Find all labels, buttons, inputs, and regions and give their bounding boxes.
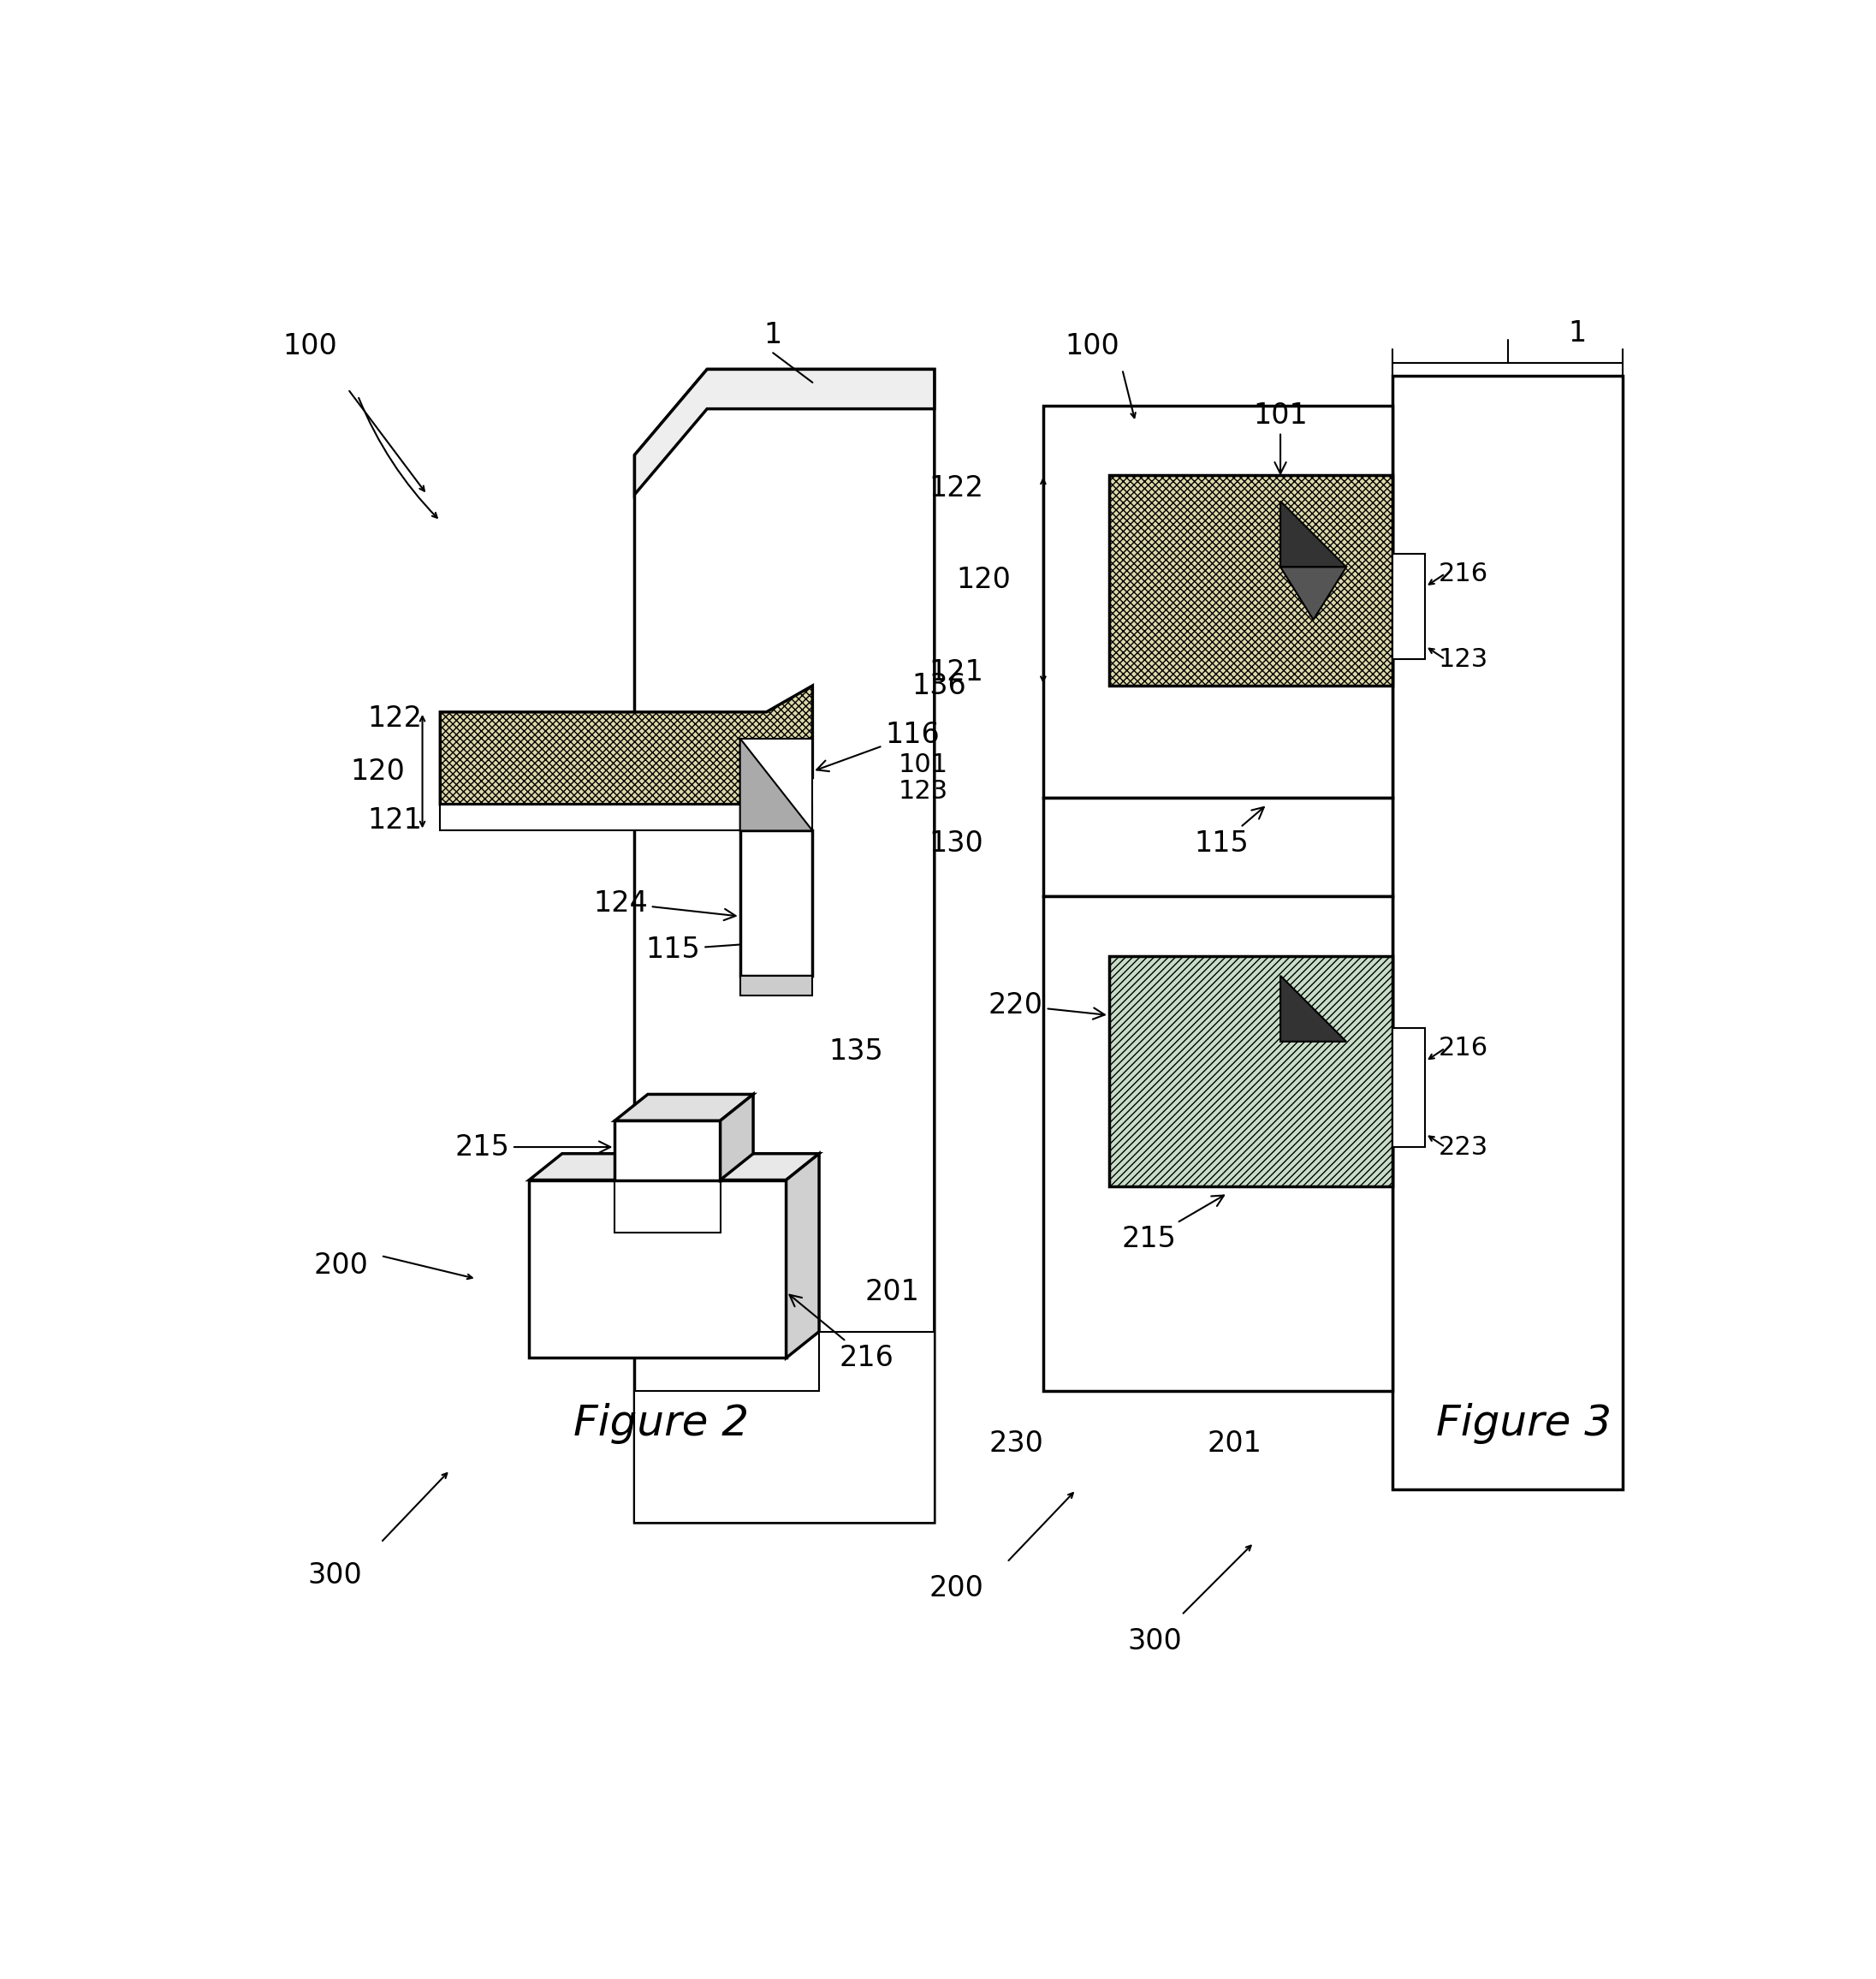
Text: 136: 136 bbox=[912, 671, 966, 701]
Text: 101: 101 bbox=[899, 752, 947, 778]
Text: 101: 101 bbox=[1253, 402, 1308, 473]
Polygon shape bbox=[634, 370, 934, 495]
Text: 123: 123 bbox=[1439, 647, 1488, 671]
Text: 230: 230 bbox=[989, 1429, 1043, 1459]
Polygon shape bbox=[529, 1154, 820, 1179]
Text: 1: 1 bbox=[764, 321, 782, 348]
Polygon shape bbox=[441, 685, 812, 803]
Text: Figure 2: Figure 2 bbox=[574, 1403, 749, 1445]
Text: 120: 120 bbox=[957, 566, 1011, 594]
Text: 100: 100 bbox=[283, 332, 338, 360]
Polygon shape bbox=[441, 803, 812, 831]
Polygon shape bbox=[1392, 376, 1623, 1490]
Text: 115: 115 bbox=[1193, 807, 1264, 859]
Polygon shape bbox=[529, 1179, 786, 1358]
Text: 121: 121 bbox=[929, 659, 983, 687]
Polygon shape bbox=[1043, 798, 1392, 896]
Polygon shape bbox=[1392, 1029, 1426, 1148]
Polygon shape bbox=[1281, 976, 1347, 1041]
Text: 215: 215 bbox=[454, 1132, 610, 1162]
Text: 122: 122 bbox=[368, 705, 422, 732]
Polygon shape bbox=[739, 831, 812, 976]
Polygon shape bbox=[615, 1120, 720, 1179]
Polygon shape bbox=[1281, 501, 1347, 568]
Text: 220: 220 bbox=[989, 991, 1105, 1019]
Polygon shape bbox=[739, 976, 812, 995]
Text: 121: 121 bbox=[368, 807, 422, 835]
Text: 216: 216 bbox=[1439, 1035, 1488, 1061]
Text: 1: 1 bbox=[1568, 319, 1585, 346]
Polygon shape bbox=[1109, 956, 1392, 1187]
Polygon shape bbox=[634, 1332, 934, 1522]
Polygon shape bbox=[615, 1094, 752, 1120]
Text: 200: 200 bbox=[929, 1575, 983, 1603]
Polygon shape bbox=[739, 738, 812, 831]
Text: 216: 216 bbox=[1439, 562, 1488, 586]
Polygon shape bbox=[739, 738, 812, 831]
Text: 200: 200 bbox=[313, 1251, 370, 1280]
Text: Figure 3: Figure 3 bbox=[1437, 1403, 1611, 1445]
Text: 216: 216 bbox=[790, 1294, 893, 1371]
Text: 120: 120 bbox=[351, 758, 405, 786]
Text: 300: 300 bbox=[1127, 1627, 1182, 1656]
Text: 223: 223 bbox=[1439, 1134, 1488, 1160]
Text: 300: 300 bbox=[308, 1561, 362, 1589]
Text: 135: 135 bbox=[829, 1037, 884, 1065]
Polygon shape bbox=[786, 1154, 820, 1358]
Text: 123: 123 bbox=[899, 778, 947, 803]
Polygon shape bbox=[1043, 406, 1392, 798]
Polygon shape bbox=[720, 1094, 752, 1179]
Text: 122: 122 bbox=[929, 473, 983, 503]
Polygon shape bbox=[634, 370, 934, 1522]
Text: 124: 124 bbox=[593, 889, 735, 920]
Text: 115: 115 bbox=[645, 936, 762, 964]
Text: 201: 201 bbox=[865, 1278, 919, 1306]
Text: 215: 215 bbox=[1122, 1195, 1223, 1253]
Text: 100: 100 bbox=[1066, 332, 1120, 360]
Text: 116: 116 bbox=[816, 720, 940, 772]
Polygon shape bbox=[1392, 554, 1426, 659]
Polygon shape bbox=[615, 1179, 720, 1233]
Polygon shape bbox=[1043, 896, 1392, 1391]
Polygon shape bbox=[1109, 475, 1392, 685]
Polygon shape bbox=[1281, 568, 1347, 619]
Text: 130: 130 bbox=[929, 829, 983, 859]
Text: 201: 201 bbox=[1206, 1429, 1261, 1459]
